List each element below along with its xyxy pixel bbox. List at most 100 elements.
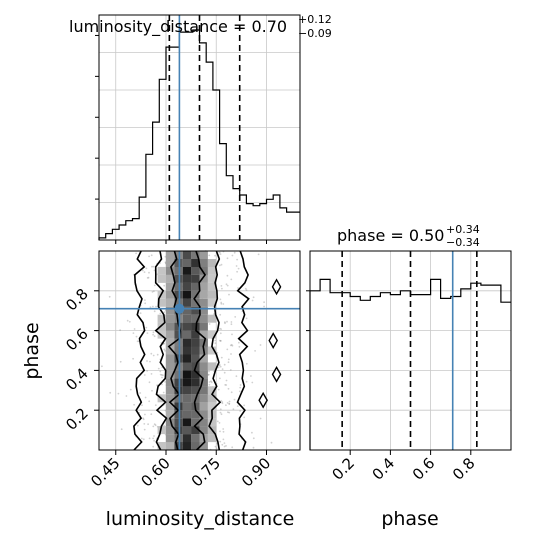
panel-a-title-upper: +0.12 — [298, 13, 332, 26]
sample-point — [224, 322, 226, 325]
density-cell — [166, 282, 175, 291]
sample-point — [136, 340, 139, 343]
density-cell — [182, 322, 192, 331]
panel-c-frame — [310, 251, 511, 450]
density-cell — [182, 298, 192, 307]
sample-point — [229, 344, 232, 347]
sample-point — [230, 321, 233, 323]
sample-point — [152, 354, 155, 357]
sample-point — [164, 381, 167, 383]
density-cell — [191, 306, 200, 315]
density-cell — [207, 259, 217, 267]
x-axis-label-phase: phase — [381, 508, 438, 530]
density-cell — [199, 322, 208, 331]
sample-point — [141, 404, 143, 407]
density-cell — [166, 274, 175, 283]
sample-point — [234, 316, 237, 318]
sample-point — [155, 305, 157, 308]
sample-point — [215, 447, 218, 450]
sample-point — [220, 302, 223, 305]
sample-point — [143, 423, 146, 425]
density-cell — [191, 251, 200, 259]
density-cell — [166, 426, 175, 435]
sample-point — [144, 299, 146, 301]
density-cell — [191, 434, 200, 443]
density-cell — [191, 418, 200, 427]
sample-point — [232, 408, 235, 411]
sample-point — [221, 443, 224, 446]
sample-point — [150, 352, 153, 355]
sample-point — [151, 389, 153, 392]
sample-point — [237, 267, 240, 270]
density-cell — [199, 251, 208, 259]
panel-b-border — [98, 250, 301, 451]
density-cell — [182, 338, 192, 347]
density-cell — [182, 362, 192, 371]
sample-point — [163, 342, 166, 345]
sample-point — [225, 283, 228, 286]
sample-point — [227, 358, 230, 361]
density-cell — [191, 338, 200, 347]
density-cell — [157, 298, 166, 307]
panel-a-title-lower: −0.09 — [298, 27, 332, 40]
x-tick-label: 0.8 — [449, 454, 479, 484]
contour-loop — [258, 391, 268, 409]
sample-point — [218, 364, 221, 367]
sample-point — [142, 438, 145, 441]
sample-point — [226, 274, 229, 277]
sample-point — [233, 251, 236, 254]
sample-point — [226, 348, 229, 351]
density-cell — [166, 330, 175, 339]
sample-point — [143, 374, 146, 376]
x-tick-label: 0.6 — [409, 454, 439, 484]
sample-point — [161, 383, 163, 386]
x-tick-label: 0.2 — [328, 454, 358, 484]
density-cell — [157, 322, 166, 331]
panel-c-title-param: phase — [337, 226, 385, 245]
density-cell — [166, 402, 175, 411]
panel-c-title: phase = 0.50 — [337, 226, 444, 245]
y-tick-label: 0.4 — [62, 365, 92, 395]
density-cell — [199, 402, 208, 411]
sample-point — [135, 335, 138, 338]
sample-point — [220, 356, 223, 359]
density-cell — [166, 410, 175, 419]
sample-point — [148, 255, 151, 258]
sample-point — [136, 424, 139, 427]
panel-a-x-ticks — [115, 240, 267, 244]
sample-point — [152, 425, 155, 428]
luminosity-distance-quantile-lines — [168, 15, 241, 240]
panel-phase-vs-luminosity-distance: 0.45 0.60 0.75 0.90 0.2 0.4 0.6 0.8 luminosity… — [21, 250, 301, 530]
sample-point — [219, 430, 221, 433]
sample-point — [220, 301, 223, 304]
sample-point — [226, 402, 229, 404]
sample-point — [219, 298, 222, 301]
sample-point — [153, 435, 155, 437]
sample-point — [208, 381, 211, 383]
density-cell — [207, 346, 217, 355]
density-cell — [191, 259, 200, 267]
sample-point — [219, 377, 221, 380]
density-cell — [182, 402, 192, 411]
sample-point — [230, 353, 232, 355]
panel-c-x-ticks: 0.2 0.4 0.6 0.8 — [328, 450, 479, 484]
sample-point — [153, 335, 156, 338]
density-cell — [199, 370, 208, 379]
panel-b-y-ticks: 0.2 0.4 0.6 0.8 — [62, 285, 99, 434]
density-cell — [166, 290, 175, 299]
sample-point — [220, 285, 223, 287]
density-cell — [207, 274, 217, 283]
sample-point — [207, 373, 210, 376]
density-cell — [157, 442, 166, 450]
y-tick-label: 0.2 — [62, 404, 92, 434]
density-cell — [199, 426, 208, 435]
sample-point — [210, 381, 213, 384]
density-cell — [199, 394, 208, 403]
density-cell — [199, 418, 208, 427]
sample-point — [259, 344, 262, 346]
sample-point — [140, 437, 143, 440]
sample-point — [239, 410, 242, 412]
sample-point — [236, 258, 239, 261]
density-cell — [199, 362, 208, 371]
sample-point — [153, 284, 156, 287]
